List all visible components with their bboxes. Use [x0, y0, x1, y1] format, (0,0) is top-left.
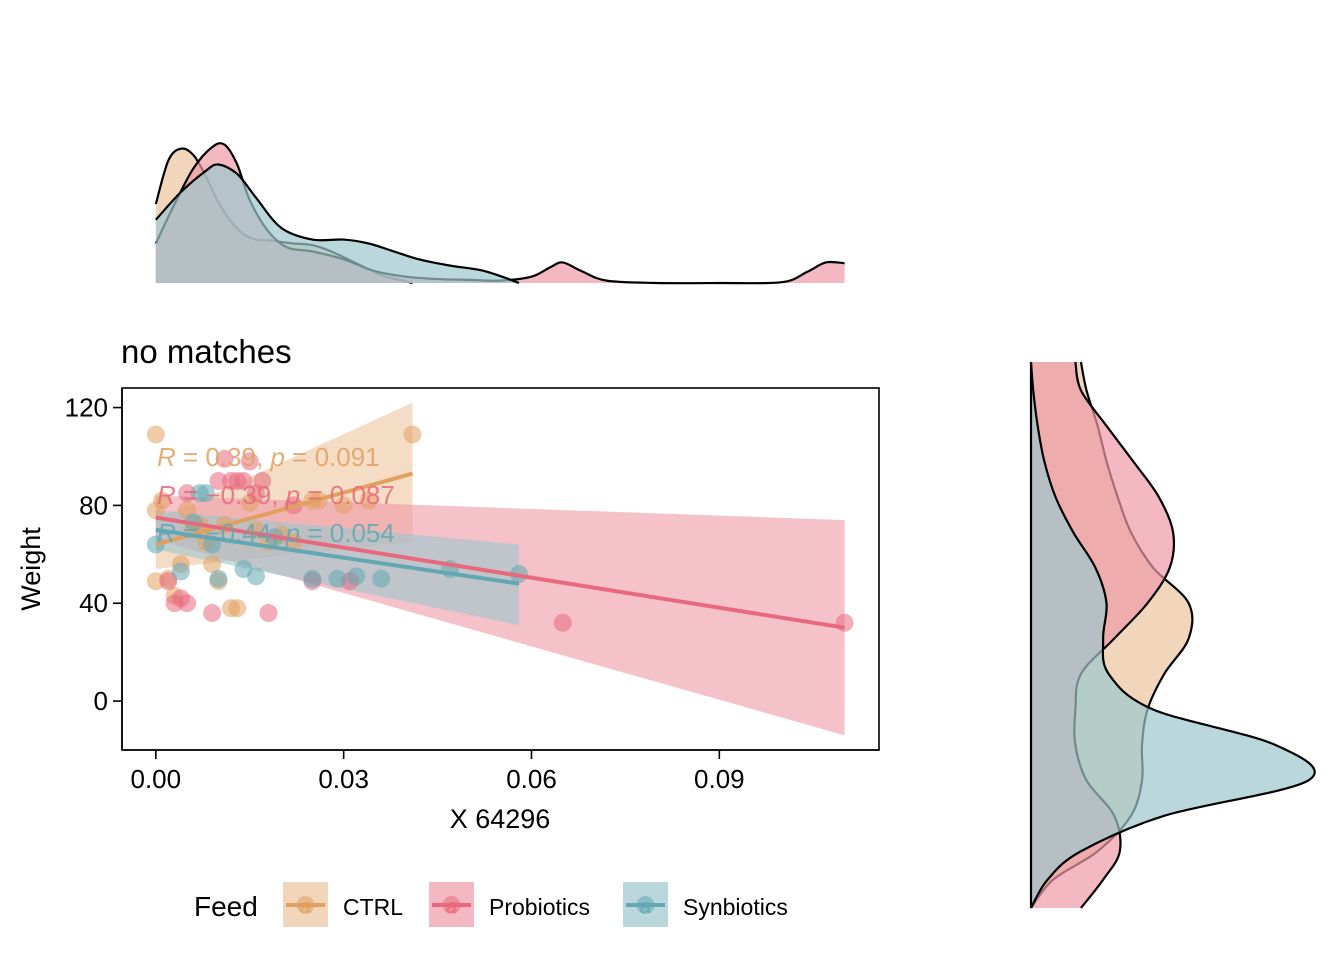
chart-title: no matches	[121, 333, 292, 370]
right-marginal-density	[1029, 361, 1316, 909]
top-marginal-density	[154, 142, 845, 285]
data-point-probiotics	[253, 471, 272, 490]
legend: Feed a CTRL a Probiotics a Synbiotics	[194, 882, 788, 927]
legend-item-probiotics: a Probiotics	[429, 882, 590, 927]
correlation-label-probiotics: R = −0.39, p = 0.087	[157, 480, 395, 510]
data-point-probiotics	[203, 604, 222, 623]
legend-key-glyph: a	[446, 896, 457, 918]
legend-title: Feed	[194, 891, 258, 922]
data-point-synbiotics	[171, 562, 190, 581]
density-area-synbiotics	[155, 164, 519, 283]
data-point-probiotics	[178, 484, 197, 503]
data-point-ctrl	[228, 599, 247, 618]
legend-key-point	[636, 896, 655, 914]
data-point-probiotics	[159, 572, 178, 591]
data-point-ctrl	[403, 425, 422, 444]
data-point-probiotics	[234, 471, 253, 490]
legend-key-glyph: a	[640, 896, 651, 918]
data-point-synbiotics	[196, 484, 215, 503]
density-outline-synbiotics	[154, 163, 520, 285]
y-tick-label: 0	[94, 686, 108, 716]
data-point-probiotics	[835, 613, 854, 632]
density-area-synbiotics	[1031, 362, 1315, 908]
density-outline-synbiotics	[1029, 361, 1316, 909]
legend-key-point	[296, 896, 315, 914]
data-point-probiotics	[553, 613, 572, 632]
data-point-ctrl	[146, 425, 165, 444]
x-axis-title: X 64296	[450, 804, 551, 834]
fit-line-probiotics	[155, 515, 845, 630]
x-tick-label: 0.03	[318, 764, 369, 794]
legend-key-glyph: a	[300, 896, 311, 918]
data-point-synbiotics	[328, 569, 347, 588]
data-point-synbiotics	[209, 569, 228, 588]
legend-label: Probiotics	[489, 894, 590, 920]
legend-key-point	[442, 896, 461, 914]
legend-label: Synbiotics	[683, 894, 788, 920]
legend-label: CTRL	[343, 894, 403, 920]
x-axis: 0.00 0.03 0.06 0.09	[122, 749, 879, 794]
data-point-ctrl	[359, 491, 378, 510]
fit-line-ctrl	[155, 471, 414, 547]
x-tick-label: 0.00	[131, 764, 182, 794]
data-point-synbiotics	[303, 569, 322, 588]
y-tick-label: 40	[79, 588, 108, 618]
correlation-labels: R = 0.39, p = 0.091 R = −0.39, p = 0.087 R…	[157, 442, 395, 548]
data-point-synbiotics	[347, 567, 366, 586]
legend-item-synbiotics: a Synbiotics	[623, 882, 788, 927]
legend-item-ctrl: a CTRL	[283, 882, 403, 927]
y-tick-label: 120	[65, 393, 108, 423]
regression-lines	[155, 471, 845, 630]
data-point-probiotics	[259, 604, 278, 623]
data-point-probiotics	[178, 594, 197, 613]
data-point-probiotics	[240, 452, 259, 471]
y-tick-label: 80	[79, 490, 108, 520]
correlation-label-synbiotics: R = −0.44, p = 0.054	[157, 518, 395, 548]
data-point-synbiotics	[246, 567, 265, 586]
scatter-panel: R = 0.39, p = 0.091 R = −0.39, p = 0.087 R…	[65, 387, 880, 794]
data-point-probiotics	[215, 449, 234, 468]
correlation-label-ctrl: R = 0.39, p = 0.091	[157, 442, 380, 472]
data-point-ctrl	[153, 491, 172, 510]
data-point-synbiotics	[372, 569, 391, 588]
data-point-ctrl	[334, 496, 353, 515]
data-point-ctrl	[203, 555, 222, 574]
x-tick-label: 0.09	[694, 764, 745, 794]
fit-line-synbiotics	[155, 527, 520, 586]
x-tick-label: 0.06	[506, 764, 557, 794]
data-point-probiotics	[209, 471, 228, 490]
confidence-band-synbiotics	[155, 510, 519, 626]
y-axis: 0 40 80 120	[65, 388, 123, 750]
y-axis-title: Weight	[16, 527, 46, 611]
